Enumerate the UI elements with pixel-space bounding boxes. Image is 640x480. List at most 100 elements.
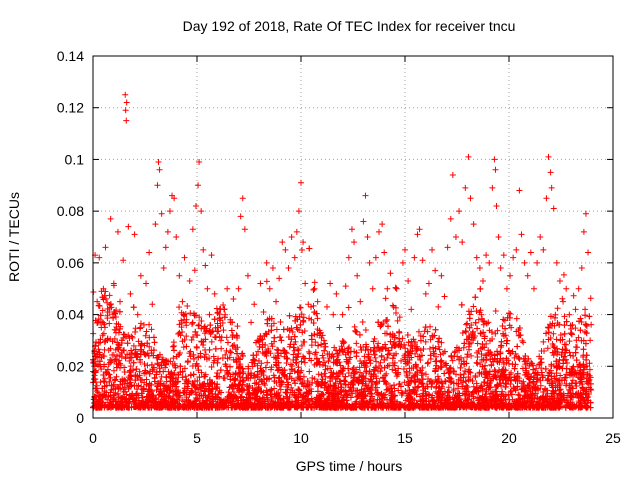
data-point [154,182,161,189]
data-point-dense [350,378,357,385]
data-point-dense [172,364,179,371]
data-point-dense [335,352,342,359]
data-point-dense [557,372,564,379]
data-point [279,239,286,246]
data-point-dense [184,358,191,365]
data-point [204,285,211,292]
data-point-dense [126,357,133,364]
data-point-dense [542,385,549,392]
data-point [351,239,358,246]
data-point-dense [198,318,205,325]
data-point-dense [426,345,433,352]
data-point-dense [255,348,262,355]
data-point [429,246,436,253]
data-point [547,169,554,176]
data-point-dense [349,390,356,397]
data-point-dense [90,403,97,410]
data-point-dense [532,370,539,377]
data-point-dense [109,352,116,359]
data-point-dense [467,369,474,376]
data-point [548,184,555,191]
data-point-dense [476,309,483,316]
data-point-dense [464,320,471,327]
data-point-dense [548,363,555,370]
data-point-dense [101,321,108,328]
data-point [137,272,144,279]
data-point [432,267,439,274]
data-point-dense [460,371,467,378]
data-point [162,244,169,251]
data-point-dense [396,335,403,342]
data-point-dense [96,392,103,399]
data-point-dense [280,326,287,333]
data-point-dense [574,344,581,351]
data-point-dense [290,351,297,358]
data-point-dense [378,352,385,359]
data-point-dense [170,381,177,388]
data-point-dense [566,338,573,345]
data-point [467,195,474,202]
data-point-dense [342,373,349,380]
data-point [173,234,180,240]
data-point-dense [104,315,111,322]
data-point-dense [99,307,106,314]
data-point-dense [128,373,135,380]
data-point-dense [305,348,312,355]
data-point-dense [582,321,589,328]
data-point-dense [106,378,113,385]
data-point [327,280,334,287]
data-point-dense [513,328,520,335]
data-point-dense [173,391,180,398]
data-point-dense [525,383,532,390]
data-point [114,228,121,235]
data-point-dense [377,359,384,366]
data-point [486,259,493,266]
data-point-dense [465,308,472,315]
data-point-dense [435,343,442,350]
data-point [257,280,264,287]
data-point-dense [514,343,521,350]
data-point-dense [178,317,185,324]
data-point [266,285,273,292]
data-point-dense [106,320,113,327]
data-point [302,280,309,287]
data-point-dense [227,349,234,356]
data-point-dense [208,363,215,370]
data-point-dense [356,364,363,371]
data-point-dense [550,330,557,337]
data-point-dense [232,346,239,353]
data-point-dense [188,336,195,343]
data-point-dense [383,379,390,386]
data-point-dense [396,338,403,345]
data-point-dense [271,378,278,385]
data-point-dense [113,373,120,380]
data-point-dense [259,378,266,385]
data-point-dense [268,327,275,334]
data-point-dense [359,318,366,325]
data-point-dense [106,292,113,299]
data-point-dense [497,355,504,362]
data-point [518,231,525,238]
data-point-dense [110,282,117,289]
data-point [510,254,517,261]
data-point-dense [474,349,481,356]
data-point [211,290,218,297]
data-point-dense [311,279,318,286]
data-point-dense [376,400,383,407]
data-point-dense [375,340,382,347]
data-point-dense [218,345,225,352]
data-point [441,293,448,300]
data-point-dense [233,359,240,366]
data-point [476,265,483,272]
data-point [354,272,361,279]
data-point-dense [549,384,556,391]
data-point-dense [91,350,98,357]
data-point-dense [291,347,298,354]
data-point-dense [537,377,544,384]
data-point-dense [142,332,149,339]
data-point-dense [195,363,202,370]
data-point-dense [560,271,567,278]
data-point-dense [499,323,506,330]
data-point [402,246,408,253]
data-point-dense [401,379,408,386]
